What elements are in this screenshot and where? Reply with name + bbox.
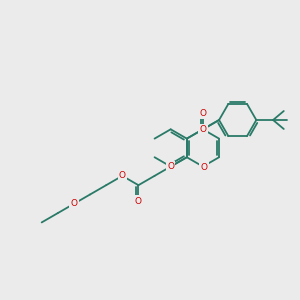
- Text: O: O: [200, 125, 206, 134]
- Text: O: O: [135, 196, 142, 206]
- Text: O: O: [70, 199, 77, 208]
- Text: O: O: [200, 163, 208, 172]
- Text: O: O: [119, 171, 126, 180]
- Text: O: O: [167, 162, 174, 171]
- Text: O: O: [200, 109, 206, 118]
